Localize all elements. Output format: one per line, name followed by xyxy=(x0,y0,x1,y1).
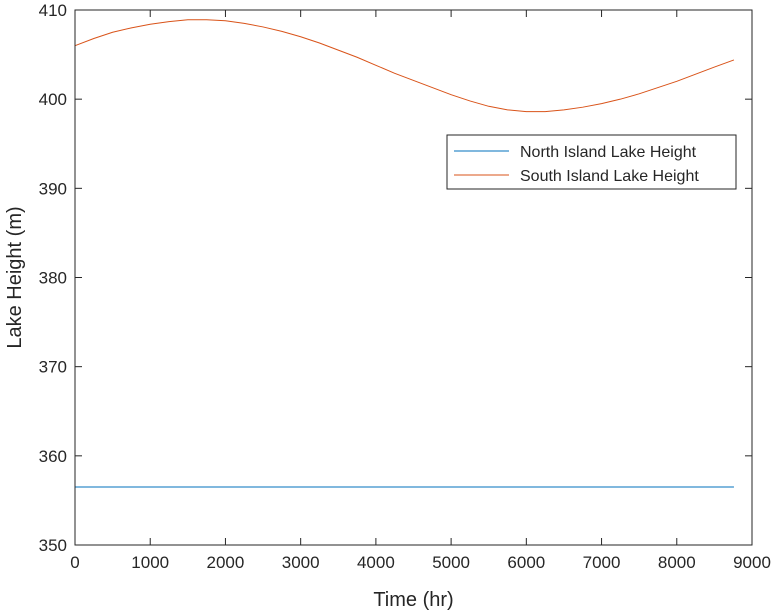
legend: North Island Lake Height South Island La… xyxy=(446,134,737,190)
x-tick-label: 8000 xyxy=(658,553,696,572)
legend-label-south-island: South Island Lake Height xyxy=(520,168,699,185)
y-tick-label: 400 xyxy=(39,90,67,109)
y-tick-label: 350 xyxy=(39,536,67,555)
legend-box xyxy=(446,134,737,190)
y-axis-label: Lake Height (m) xyxy=(4,206,26,348)
series-lines xyxy=(74,19,735,488)
series-line-1 xyxy=(74,19,735,113)
x-tick-label: 6000 xyxy=(507,553,545,572)
x-tick-label: 5000 xyxy=(432,553,470,572)
y-tick-label: 380 xyxy=(39,269,67,288)
y-tick-label: 360 xyxy=(39,447,67,466)
x-axis-label: Time (hr) xyxy=(373,589,453,611)
y-tick-label: 370 xyxy=(39,358,67,377)
axis-ticks: 0 1000 2000 3000 4000 5000 6000 7000 8000 9000 350… xyxy=(39,1,771,572)
x-tick-label: 3000 xyxy=(282,553,320,572)
x-tick-label: 1000 xyxy=(131,553,169,572)
y-tick-label: 410 xyxy=(39,1,67,20)
x-tick-label: 9000 xyxy=(733,553,771,572)
y-tick-label: 390 xyxy=(39,179,67,198)
legend-label-north-island: North Island Lake Height xyxy=(520,144,697,161)
x-tick-label: 0 xyxy=(70,553,79,572)
x-tick-label: 7000 xyxy=(583,553,621,572)
x-tick-label: 4000 xyxy=(357,553,395,572)
x-tick-label: 2000 xyxy=(207,553,245,572)
